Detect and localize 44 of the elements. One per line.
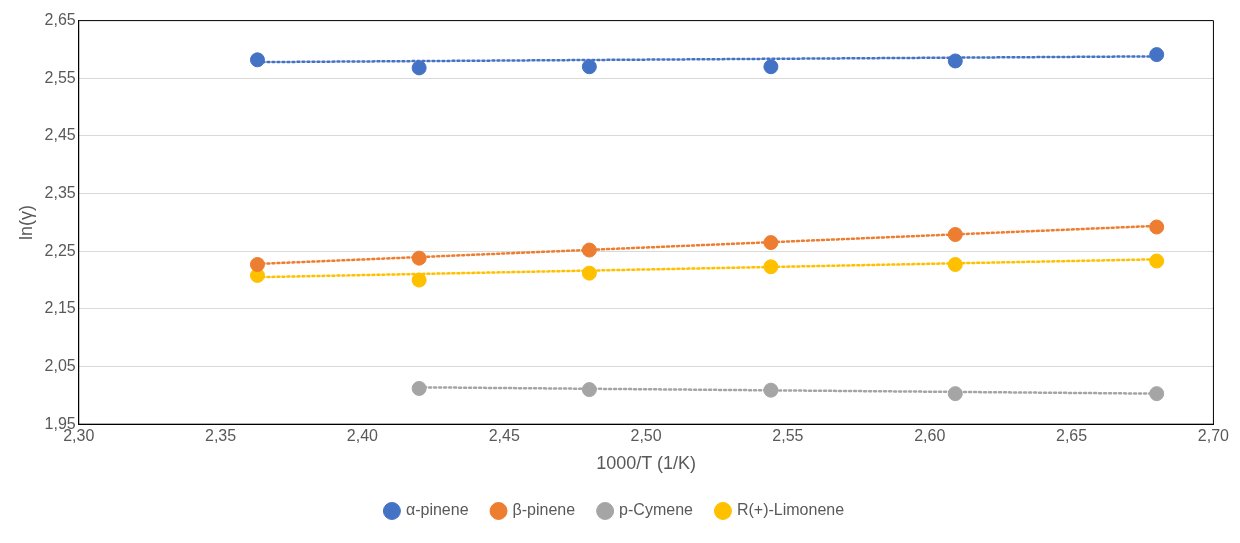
point <box>411 380 427 396</box>
point <box>947 227 963 243</box>
y-tick-label: 2,45 <box>44 126 76 144</box>
point <box>1149 386 1165 402</box>
legend-label: R(+)-Limonene <box>736 501 845 519</box>
point <box>763 59 779 75</box>
y-tick-label: 2,55 <box>44 68 76 86</box>
legend-label: α-pinene <box>405 501 469 519</box>
y-axis-title: ln(γ) <box>15 204 36 240</box>
point <box>581 59 597 75</box>
x-tick-label: 2,65 <box>1056 427 1088 445</box>
x-tick-label: 2,60 <box>914 427 946 445</box>
y-tick-label: 1,95 <box>44 414 76 432</box>
point <box>581 382 597 398</box>
point <box>763 235 779 251</box>
x-tick-label: 2,35 <box>205 427 237 445</box>
point <box>763 259 779 275</box>
point <box>411 272 427 288</box>
y-tick-label: 2,65 <box>44 11 76 29</box>
point <box>581 242 597 258</box>
y-tick-label: 2,35 <box>44 183 76 201</box>
x-tick-label: 2,55 <box>772 427 804 445</box>
x-axis-title: 1000/T (1/K) <box>596 453 696 474</box>
point <box>411 60 427 76</box>
point <box>411 250 427 266</box>
point <box>1149 253 1165 269</box>
point <box>947 386 963 402</box>
y-tick-label: 2,25 <box>44 241 76 259</box>
x-tick-label: 2,70 <box>1197 427 1230 445</box>
point <box>249 52 265 68</box>
legend-label: β-pinene <box>512 501 576 519</box>
point <box>581 265 597 281</box>
point <box>1149 47 1165 63</box>
point <box>947 256 963 272</box>
y-tick-label: 2,15 <box>44 299 76 317</box>
point <box>763 382 779 398</box>
point <box>249 256 265 272</box>
legend-label: p-Cymene <box>619 501 694 519</box>
point <box>1149 219 1165 235</box>
point <box>947 53 963 69</box>
x-tick-label: 2,40 <box>346 427 379 445</box>
y-tick-label: 2,05 <box>44 356 76 374</box>
x-tick-label: 2,50 <box>630 427 662 445</box>
x-tick-label: 2,45 <box>488 427 520 445</box>
